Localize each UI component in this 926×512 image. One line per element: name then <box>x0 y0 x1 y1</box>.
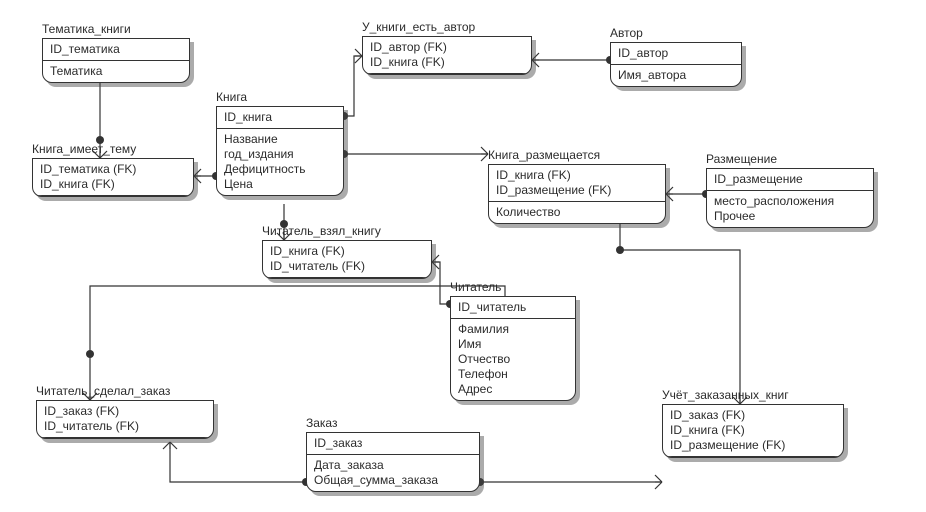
attr-field: Имя_автора <box>618 68 734 83</box>
entity-pk: ID_книга <box>217 107 343 129</box>
pk-field: ID_автор <box>618 46 734 61</box>
entity-box: ID_размещение место_расположенияПрочее <box>706 168 874 228</box>
entity-title: Размещение <box>706 152 777 166</box>
pk-field: ID_книга <box>224 110 336 125</box>
entity-attrs: ФамилияИмяОтчествоТелефонАдрес <box>451 319 575 400</box>
entity-razmeshenie: РазмещениеID_размещениеместо_расположени… <box>706 168 874 228</box>
attr-field: Прочее <box>714 209 866 224</box>
pk-field: ID_заказ <box>314 436 472 451</box>
pk-field: ID_читатель <box>458 300 568 315</box>
entity-chitatel-sdelal-zakaz: Читатель_сделал_заказID_заказ (FK)ID_чит… <box>36 400 214 439</box>
pk-field: ID_размещение (FK) <box>670 438 836 453</box>
pk-field: ID_книга (FK) <box>496 168 658 183</box>
entity-attrs: Названиегод_изданияДефицитностьЦена <box>217 129 343 195</box>
attr-field: год_издания <box>224 147 336 162</box>
entity-uchet-zakazannyh-knig: Учёт_заказанных_книгID_заказ (FK)ID_книг… <box>662 404 844 458</box>
entity-attrs: Имя_автора <box>611 65 741 86</box>
entity-avtor: АвторID_авторИмя_автора <box>610 42 742 87</box>
pk-field: ID_тематика (FK) <box>40 162 186 177</box>
entity-box: ID_книга (FK)ID_размещение (FK) Количеств… <box>488 164 666 224</box>
entity-title: Тематика_книги <box>42 22 131 36</box>
entity-pk: ID_заказ (FK)ID_книга (FK)ID_размещение … <box>663 405 843 457</box>
entity-kniga-imeet-temu: Книга_имеет_темуID_тематика (FK)ID_книга… <box>32 158 194 197</box>
entity-pk: ID_тематика <box>43 39 189 61</box>
entity-pk: ID_читатель <box>451 297 575 319</box>
entity-box: ID_автор (FK)ID_книга (FK) <box>362 36 532 75</box>
attr-field: Название <box>224 132 336 147</box>
pk-field: ID_книга (FK) <box>670 423 836 438</box>
pk-field: ID_тематика <box>50 42 182 57</box>
entity-title: Учёт_заказанных_книг <box>662 388 789 402</box>
pk-field: ID_книга (FK) <box>40 177 186 192</box>
entity-box: ID_заказ Дата_заказаОбщая_сумма_заказа <box>306 432 480 492</box>
entity-title: Книга <box>216 90 247 104</box>
pk-field: ID_книга (FK) <box>270 244 424 259</box>
entity-title: Читатель <box>450 280 501 294</box>
pk-field: ID_читатель (FK) <box>44 419 206 434</box>
entity-pk: ID_автор <box>611 43 741 65</box>
pk-field: ID_заказ (FK) <box>44 404 206 419</box>
attr-field: место_расположения <box>714 194 866 209</box>
attr-field: Тематика <box>50 64 182 79</box>
attr-field: Телефон <box>458 367 568 382</box>
entity-title: Читатель_сделал_заказ <box>36 384 170 398</box>
entity-title: Заказ <box>306 416 337 430</box>
entity-tematika-knigi: Тематика_книгиID_тематикаТематика <box>42 38 190 83</box>
er-diagram: { "diagram": { "type": "entity-relations… <box>0 0 926 512</box>
entity-title: Автор <box>610 26 643 40</box>
entity-pk: ID_книга (FK)ID_читатель (FK) <box>263 241 431 278</box>
entity-title: Читатель_взял_книгу <box>262 224 381 238</box>
entity-box: ID_автор Имя_автора <box>610 42 742 87</box>
attr-field: Цена <box>224 177 336 192</box>
entity-chitatel-vzyal-knigu: Читатель_взял_книгуID_книга (FK)ID_читат… <box>262 240 432 279</box>
entity-title: У_книги_есть_автор <box>362 20 475 34</box>
attr-field: Дефицитность <box>224 162 336 177</box>
entity-pk: ID_тематика (FK)ID_книга (FK) <box>33 159 193 196</box>
entity-pk: ID_автор (FK)ID_книга (FK) <box>363 37 531 74</box>
entity-attrs: Дата_заказаОбщая_сумма_заказа <box>307 455 479 491</box>
entity-pk: ID_заказ (FK)ID_читатель (FK) <box>37 401 213 438</box>
entity-box: ID_заказ (FK)ID_книга (FK)ID_размещение … <box>662 404 844 458</box>
entity-box: ID_заказ (FK)ID_читатель (FK) <box>36 400 214 439</box>
entity-pk: ID_книга (FK)ID_размещение (FK) <box>489 165 665 202</box>
entity-title: Книга_размещается <box>488 148 600 162</box>
attr-field: Фамилия <box>458 322 568 337</box>
entity-box: ID_тематика Тематика <box>42 38 190 83</box>
entity-kniga: КнигаID_книгаНазваниегод_изданияДефицитн… <box>216 106 344 196</box>
entity-box: ID_книга Названиегод_изданияДефицитностьЦ… <box>216 106 344 196</box>
pk-field: ID_автор (FK) <box>370 40 524 55</box>
attr-field: Количество <box>496 205 658 220</box>
entity-chitatel: ЧитательID_читательФамилияИмяОтчествоТел… <box>450 296 576 401</box>
entity-box: ID_читатель ФамилияИмяОтчествоТелефонАдре… <box>450 296 576 401</box>
attr-field: Общая_сумма_заказа <box>314 473 472 488</box>
entity-attrs: Тематика <box>43 61 189 82</box>
entity-attrs: Количество <box>489 202 665 223</box>
entity-zakaz: ЗаказID_заказДата_заказаОбщая_сумма_зака… <box>306 432 480 492</box>
entity-attrs: место_расположенияПрочее <box>707 191 873 227</box>
pk-field: ID_заказ (FK) <box>670 408 836 423</box>
pk-field: ID_размещение (FK) <box>496 183 658 198</box>
attr-field: Имя <box>458 337 568 352</box>
entity-u-knigi-est-avtor: У_книги_есть_авторID_автор (FK)ID_книга … <box>362 36 532 75</box>
entity-pk: ID_заказ <box>307 433 479 455</box>
entity-box: ID_тематика (FK)ID_книга (FK) <box>32 158 194 197</box>
entity-kniga-razmeschaetsya: Книга_размещаетсяID_книга (FK)ID_размеще… <box>488 164 666 224</box>
attr-field: Дата_заказа <box>314 458 472 473</box>
entity-box: ID_книга (FK)ID_читатель (FK) <box>262 240 432 279</box>
entity-title: Книга_имеет_тему <box>32 142 136 156</box>
pk-field: ID_читатель (FK) <box>270 259 424 274</box>
attr-field: Адрес <box>458 382 568 397</box>
pk-field: ID_книга (FK) <box>370 55 524 70</box>
pk-field: ID_размещение <box>714 172 866 187</box>
attr-field: Отчество <box>458 352 568 367</box>
entity-pk: ID_размещение <box>707 169 873 191</box>
